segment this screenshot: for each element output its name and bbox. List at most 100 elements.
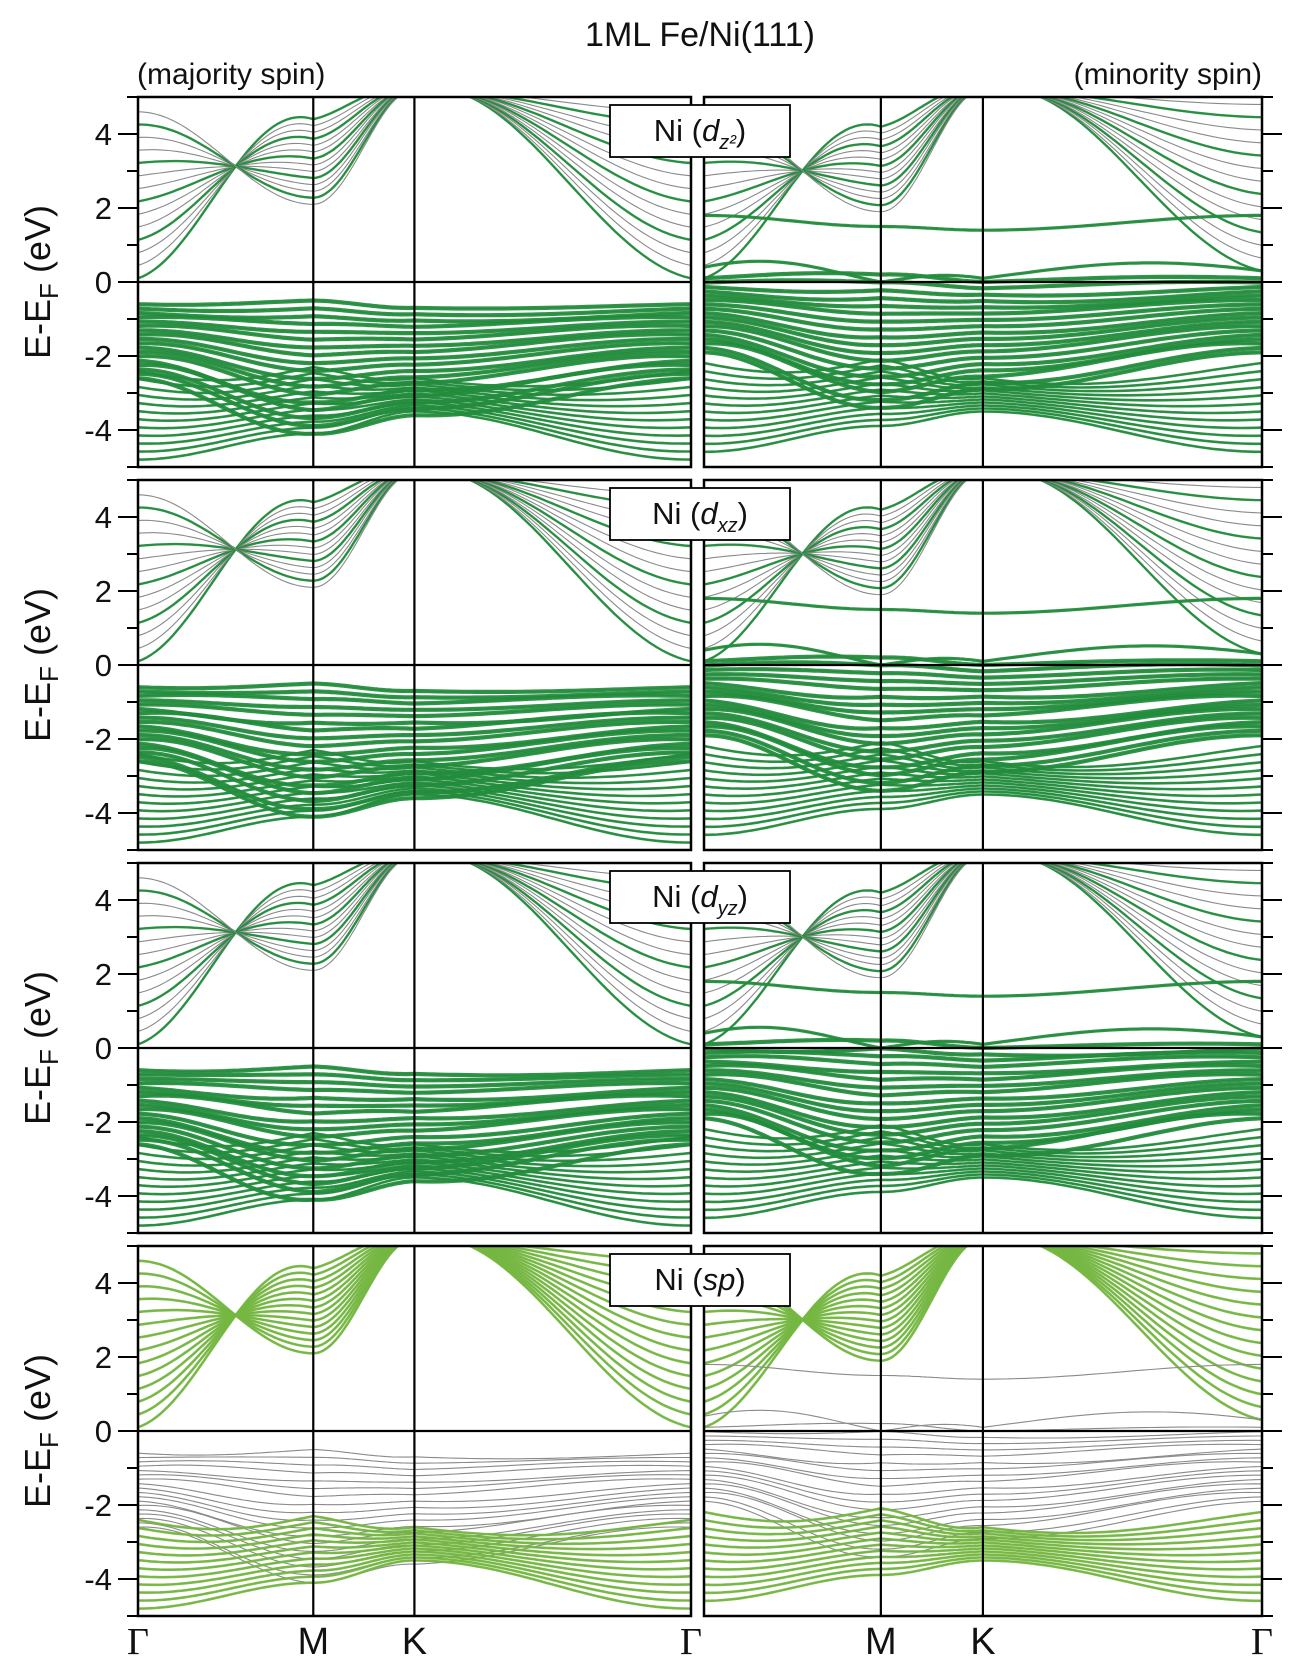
- projected-band: [138, 863, 691, 966]
- projected-band: [704, 293, 1262, 310]
- projected-band: [704, 1025, 1262, 1050]
- projected-band: [138, 480, 691, 583]
- band-line: [138, 1478, 691, 1498]
- projected-band: [704, 480, 1262, 625]
- band-line: [704, 1496, 1262, 1550]
- projected-band: [704, 370, 1262, 393]
- projected-band: [138, 97, 691, 180]
- band-line: [704, 1435, 1262, 1445]
- projected-band: [704, 693, 1262, 723]
- projected-band: [704, 97, 1262, 242]
- k-point-label: Γ: [127, 1621, 149, 1663]
- panel-d_yz-majority: -4 -2 0 2 4 E-EF (eV): [17, 861, 693, 1235]
- projected-band: [704, 1170, 1262, 1204]
- band-line: [704, 863, 1262, 981]
- projected-band: [138, 1246, 691, 1391]
- projected-band: [704, 863, 1262, 953]
- projected-band: [704, 676, 1262, 693]
- band-line: [138, 480, 691, 588]
- projected-band: [704, 793, 1262, 837]
- band-line: [704, 97, 1262, 228]
- projected-band: [138, 781, 691, 813]
- band-line: [138, 1470, 691, 1483]
- panel-d_z2-minority: [702, 95, 1282, 469]
- projected-band: [704, 1136, 1262, 1159]
- projected-band: [138, 383, 691, 402]
- band-line: [704, 1500, 1262, 1558]
- k-point-label: Γ: [1251, 1621, 1273, 1663]
- y-tick-label: 0: [95, 648, 112, 683]
- projected-band: [704, 1085, 1262, 1122]
- majority-spin-header: (majority spin): [137, 58, 325, 91]
- projected-band: [138, 1107, 691, 1140]
- projected-band: [704, 1077, 1262, 1106]
- band-line: [138, 1464, 691, 1477]
- projected-band: [704, 311, 1262, 340]
- projected-band: [704, 1098, 1262, 1145]
- band-line: [138, 97, 691, 205]
- projected-band: [138, 754, 691, 775]
- projected-band: [704, 1550, 1262, 1579]
- band-line: [704, 1474, 1262, 1511]
- k-point-label: M: [297, 1621, 329, 1663]
- band-line: [704, 97, 1262, 180]
- projected-band: [704, 278, 1262, 291]
- projected-band: [138, 1102, 691, 1132]
- band-line: [704, 480, 1262, 576]
- projected-band: [704, 328, 1262, 371]
- panel-d_yz-minority: [702, 861, 1282, 1235]
- projected-band: [138, 736, 691, 780]
- projected-band: [138, 480, 691, 586]
- projected-band: [704, 319, 1262, 356]
- band-line: [138, 863, 691, 952]
- band-line: [138, 863, 691, 1033]
- projected-band: [138, 328, 691, 350]
- y-axis-label: E-EF (eV): [17, 205, 64, 359]
- projected-band: [138, 1157, 691, 1181]
- projected-band: [138, 314, 691, 329]
- projected-band: [704, 357, 1262, 386]
- band-line: [138, 863, 691, 1020]
- projected-band: [138, 719, 691, 749]
- projected-band: [138, 1246, 691, 1365]
- projected-band: [704, 1246, 1262, 1352]
- projected-band: [704, 1094, 1262, 1137]
- projected-band: [704, 596, 1262, 615]
- projected-band: [704, 1559, 1262, 1603]
- projected-band: [704, 863, 1262, 1008]
- projected-band: [704, 1173, 1262, 1212]
- projected-band: [138, 1246, 691, 1336]
- projected-band: [704, 642, 1262, 667]
- projected-band: [138, 97, 691, 200]
- y-tick-label: -4: [84, 1562, 112, 1597]
- panel-sp-minority: [702, 1244, 1282, 1618]
- projected-band: [704, 771, 1262, 791]
- projected-band: [704, 698, 1262, 731]
- projected-band: [704, 1054, 1262, 1070]
- orbital-label: Ni (sp): [654, 1262, 745, 1297]
- projected-band: [138, 1076, 691, 1089]
- projected-band: [704, 1246, 1262, 1330]
- projected-band: [704, 1068, 1262, 1090]
- k-point-label: K: [402, 1621, 427, 1663]
- y-tick-label: 4: [95, 1266, 112, 1301]
- projected-band: [704, 298, 1262, 316]
- projected-band: [704, 332, 1262, 379]
- projected-band: [138, 1137, 691, 1158]
- projected-band: [704, 790, 1262, 829]
- projected-band: [138, 97, 691, 242]
- projected-band: [138, 728, 691, 765]
- band-line: [138, 1487, 691, 1514]
- band-line: [704, 480, 1262, 583]
- band-line: [138, 480, 691, 569]
- band-line: [138, 863, 691, 958]
- band-line: [138, 97, 691, 254]
- band-line: [704, 1483, 1262, 1527]
- projected-band: [138, 787, 691, 828]
- band-line: [704, 1363, 1262, 1380]
- projected-band: [138, 1246, 691, 1329]
- projected-band: [138, 1131, 691, 1154]
- projected-band: [138, 1124, 691, 1171]
- projected-band: [704, 1246, 1262, 1336]
